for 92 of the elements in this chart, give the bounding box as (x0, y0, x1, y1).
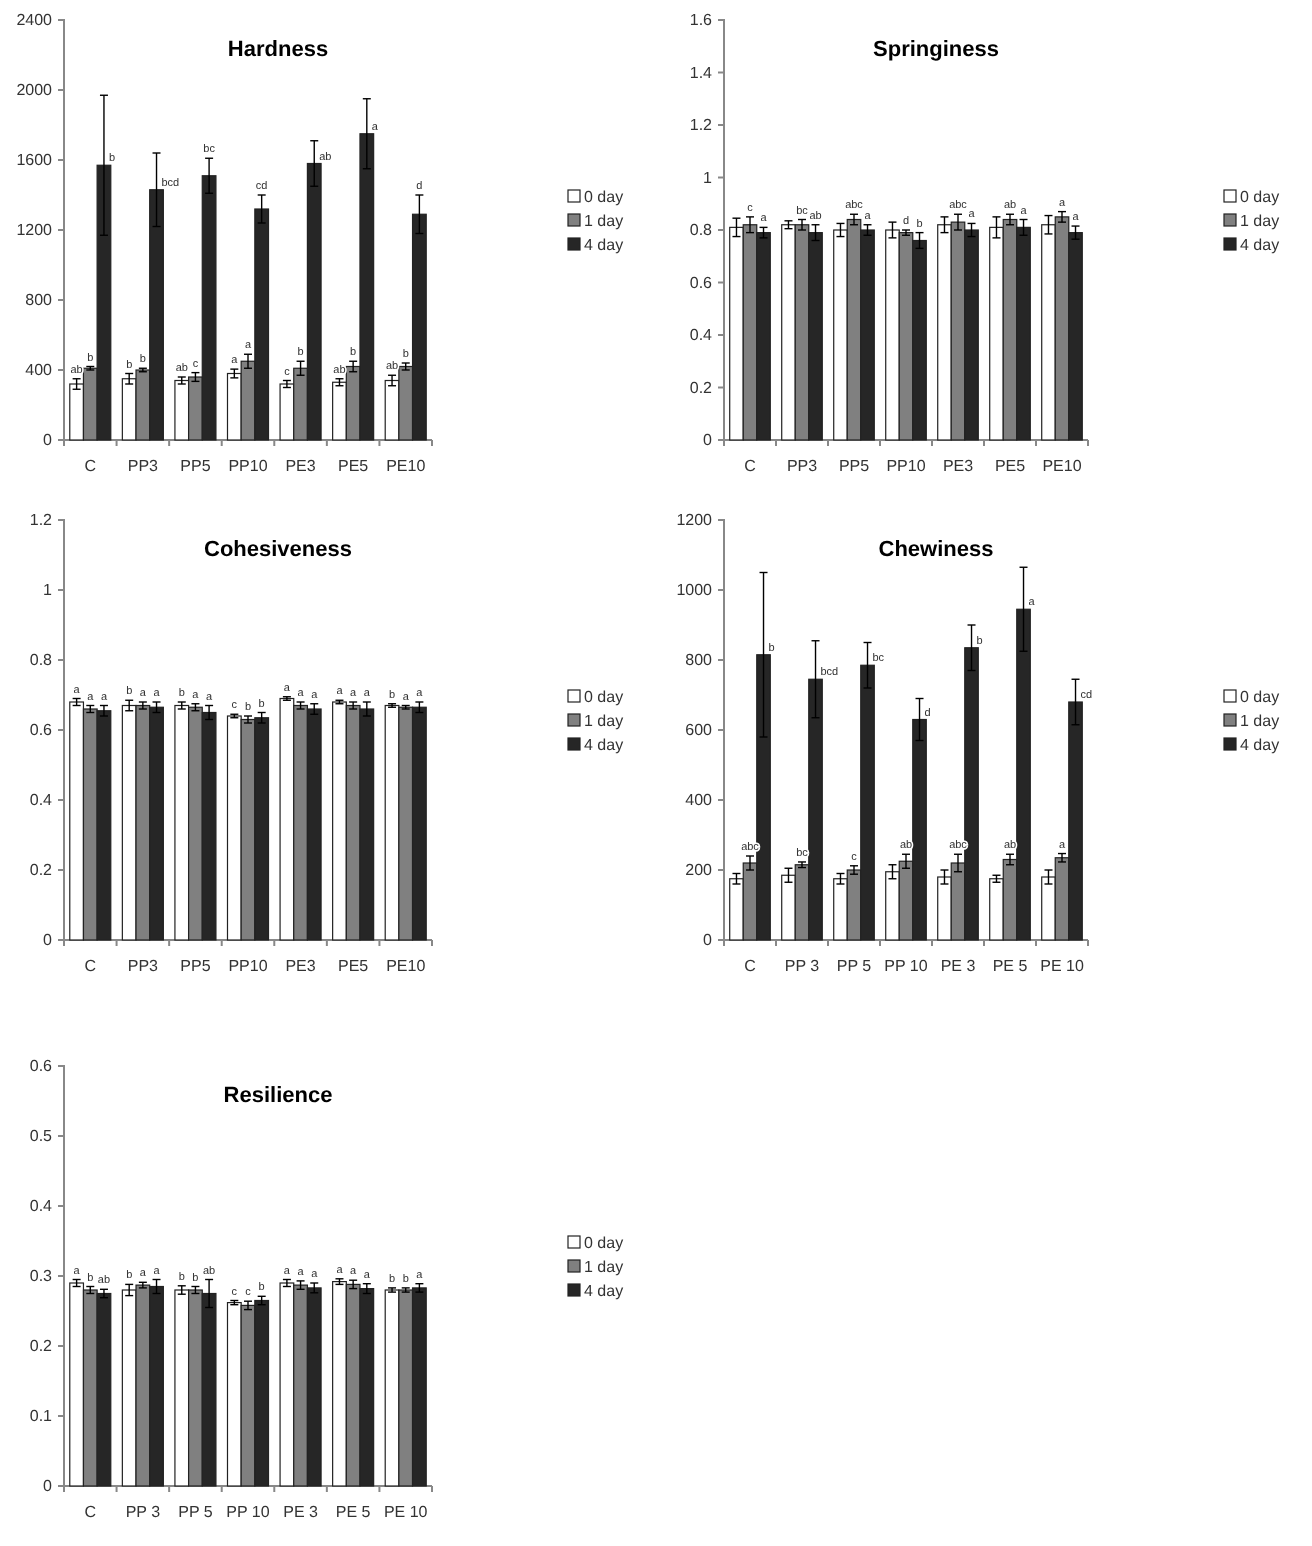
y-tick-label: 0.2 (689, 378, 714, 397)
y-tick-label: 0.4 (689, 326, 714, 345)
x-tick-label: PE10 (386, 457, 427, 476)
y-tick-label: 0.4 (29, 1197, 54, 1216)
x-tick-label: PP3 (786, 457, 819, 476)
x-tick-label: PE 3 (283, 1503, 320, 1522)
x-tick-label: PP 3 (784, 957, 821, 976)
x-tick-label: PE3 (285, 957, 317, 976)
x-tick-label: PE 5 (992, 957, 1029, 976)
text: Chewiness (878, 538, 994, 562)
legend-label: 0 day (584, 688, 624, 706)
y-tick-label: 0.2 (29, 861, 54, 880)
legend-label: 1 day (584, 1258, 624, 1276)
text: Cohesiveness (204, 538, 352, 562)
legend-label: 1 day (1240, 212, 1280, 230)
x-tick-label: PP 10 (884, 957, 929, 976)
y-tick-label: 0 (703, 431, 714, 450)
x-tick-label: PP10 (228, 957, 269, 976)
x-tick-label: PE 10 (383, 1503, 429, 1522)
y-tick-label: 0 (43, 1477, 54, 1496)
x-tick-label: PP5 (180, 457, 212, 476)
x-tick-label: PE10 (386, 957, 427, 976)
legend-label: 4 day (584, 1282, 624, 1300)
y-tick-label: 0.4 (29, 791, 54, 810)
legend-label: 1 day (1240, 712, 1280, 730)
x-tick-label: PP10 (228, 457, 269, 476)
x-tick-label: C (84, 457, 97, 476)
y-tick-label: 1.4 (689, 63, 714, 82)
y-tick-label: 0.6 (29, 1057, 54, 1076)
x-tick-label: C (744, 957, 757, 976)
y-tick-label: 2000 (16, 81, 54, 100)
y-tick-label: 0.5 (29, 1127, 54, 1146)
x-tick-label: C (84, 957, 97, 976)
legend-label: 4 day (584, 736, 624, 754)
x-tick-label: PE3 (942, 457, 975, 476)
text: Springiness (873, 38, 999, 62)
y-tick-label: 2400 (16, 11, 54, 30)
legend-label: 1 day (584, 712, 624, 730)
legend-label: 4 day (584, 236, 624, 254)
y-tick-label: 1600 (16, 151, 54, 170)
legend-label: 0 day (1240, 188, 1280, 206)
x-tick-label: PE5 (994, 457, 1027, 476)
x-tick-label: PP10 (886, 457, 927, 476)
y-tick-label: 0.2 (29, 1337, 54, 1356)
y-tick-label: 1 (43, 581, 54, 600)
text: Resilience (223, 1084, 333, 1108)
x-tick-label: C (84, 1503, 97, 1522)
legend-label: 0 day (584, 188, 624, 206)
y-tick-label: 1.6 (689, 11, 714, 30)
legend-label: 1 day (584, 212, 624, 230)
y-tick-label: 1200 (16, 221, 54, 240)
x-tick-label: PE5 (338, 957, 370, 976)
y-tick-label: 800 (25, 291, 54, 310)
y-tick-label: 0.6 (689, 273, 714, 292)
x-tick-label: PP5 (180, 957, 212, 976)
x-tick-label: PE5 (338, 457, 370, 476)
x-tick-label: PP 10 (226, 1503, 271, 1522)
text: Hardness (227, 38, 329, 62)
y-tick-label: 0 (43, 931, 54, 950)
y-tick-label: 0 (703, 931, 714, 950)
y-tick-label: 1200 (676, 511, 714, 530)
x-tick-label: PE 10 (1040, 957, 1085, 976)
x-tick-label: PE 5 (335, 1503, 372, 1522)
y-tick-label: 0.3 (29, 1267, 54, 1286)
legend-label: 4 day (1240, 236, 1280, 254)
legend-label: 0 day (584, 1234, 624, 1252)
y-tick-label: 800 (685, 651, 714, 670)
y-tick-label: 400 (25, 361, 54, 380)
y-tick-label: 0.8 (29, 651, 54, 670)
x-tick-label: PP5 (838, 457, 871, 476)
y-tick-label: 1.2 (689, 116, 714, 135)
y-tick-label: 1.2 (29, 511, 54, 530)
x-tick-label: PP 5 (836, 957, 873, 976)
y-tick-label: 0.8 (689, 221, 714, 240)
y-tick-label: 0 (43, 431, 54, 450)
x-tick-label: PP 5 (178, 1503, 214, 1522)
x-tick-label: PE10 (1042, 457, 1083, 476)
x-tick-label: PP3 (127, 457, 160, 476)
y-tick-label: 1000 (676, 581, 714, 600)
y-tick-label: 600 (685, 721, 714, 740)
x-tick-label: PE 3 (940, 957, 977, 976)
y-tick-label: 0.6 (29, 721, 54, 740)
x-tick-label: PE3 (285, 457, 317, 476)
x-tick-label: PP 3 (125, 1503, 162, 1522)
y-tick-label: 1 (703, 168, 714, 187)
legend-label: 4 day (1240, 736, 1280, 754)
y-tick-label: 200 (685, 861, 714, 880)
legend-label: 0 day (1240, 688, 1280, 706)
y-tick-label: 400 (685, 791, 714, 810)
x-tick-label: PP3 (127, 957, 160, 976)
x-tick-label: C (744, 457, 757, 476)
y-tick-label: 0.1 (29, 1407, 54, 1426)
